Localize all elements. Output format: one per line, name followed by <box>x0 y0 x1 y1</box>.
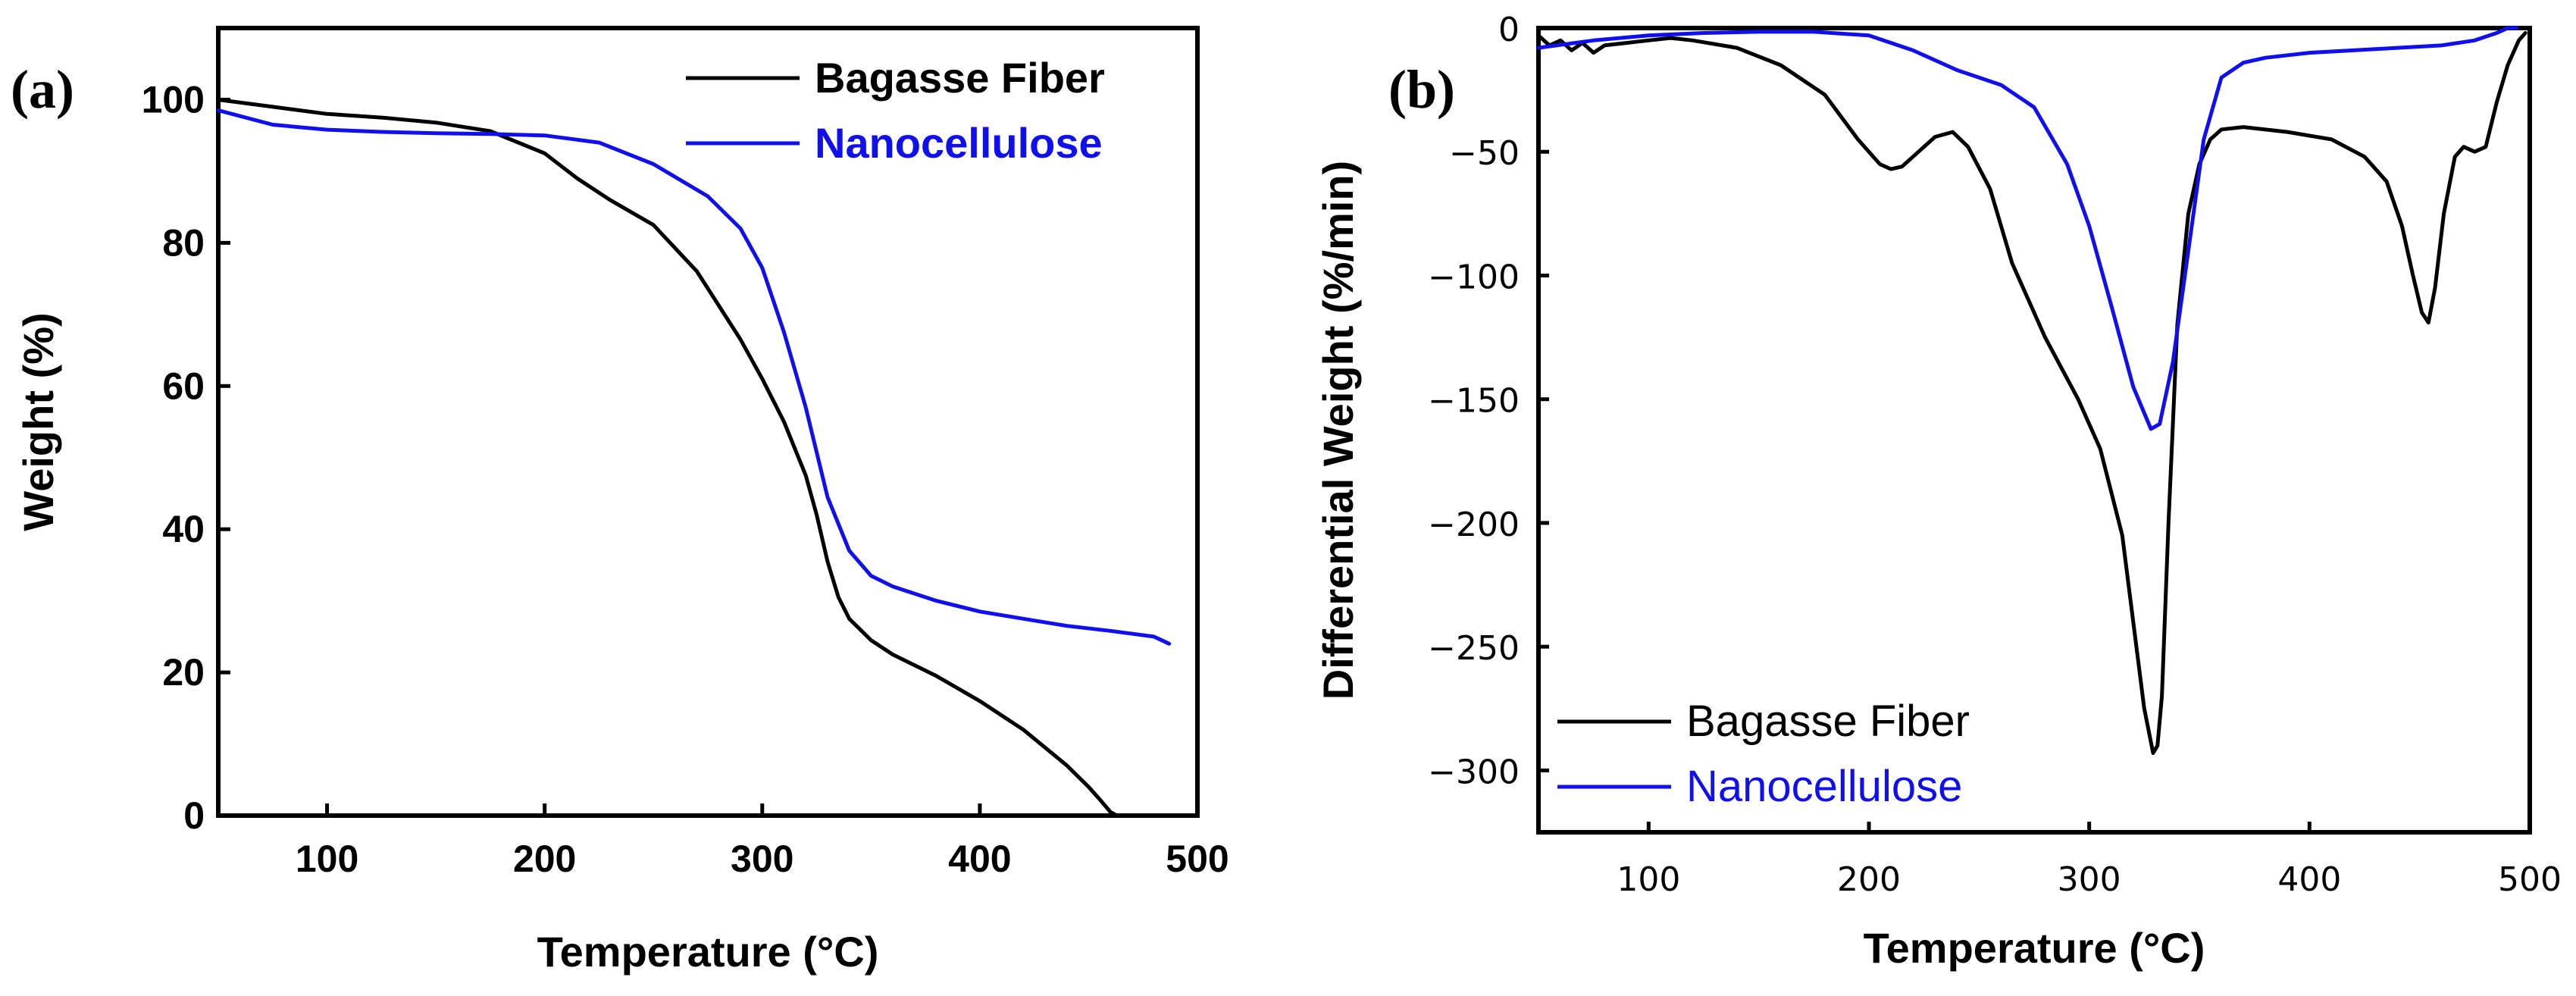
legend: Bagasse Fiber Nanocellulose <box>686 54 1105 167</box>
legend-label: Nanocellulose <box>815 119 1103 167</box>
y-tick-label: 100 <box>142 78 205 121</box>
y-tick-label: −300 <box>1428 753 1520 791</box>
x-axis-label: Temperature (°C) <box>1864 924 2205 972</box>
x-tick-label: 400 <box>948 838 1011 880</box>
y-tick-label: −50 <box>1449 134 1520 173</box>
panel-label: (b) <box>1388 59 1455 120</box>
y-tick-label: 20 <box>162 651 205 694</box>
y-tick-label: 60 <box>162 365 205 407</box>
x-tick-label: 500 <box>1166 838 1229 880</box>
y-tick-label: −250 <box>1428 629 1520 668</box>
x-axis-label: Temperature (°C) <box>537 928 879 976</box>
x-tick-label: 100 <box>296 838 358 880</box>
panel-label: (a) <box>11 59 74 120</box>
x-tick-label: 100 <box>1617 860 1680 899</box>
x-tick-label: 200 <box>1837 860 1901 899</box>
y-tick-label: 0 <box>183 794 205 837</box>
legend: Bagasse Fiber Nanocellulose <box>1557 697 1970 811</box>
y-axis-label: Weight (%) <box>14 312 62 531</box>
x-tick-label: 300 <box>2058 860 2121 899</box>
x-tick-label: 300 <box>731 838 793 880</box>
y-tick-label: 80 <box>162 221 205 264</box>
y-axis-label: Differential Weight (%/min) <box>1314 161 1362 700</box>
plot-frame <box>216 26 1200 818</box>
plot-frame <box>1536 26 2532 835</box>
x-tick-label: 500 <box>2498 860 2562 899</box>
y-tick-label: 0 <box>1498 11 1520 49</box>
legend-label: Nanocellulose <box>1686 762 1962 811</box>
y-tick-label: 40 <box>162 508 205 550</box>
y-tick-label: −100 <box>1428 258 1520 296</box>
x-tick-label: 400 <box>2277 860 2341 899</box>
panel-a: 100 200 300 400 500 0 20 40 60 80 100 Temperature (… <box>11 26 1229 976</box>
y-tick-label: −150 <box>1428 382 1520 421</box>
legend-label: Bagasse Fiber <box>1686 697 1970 746</box>
legend-label: Bagasse Fiber <box>815 54 1105 102</box>
x-tick-label: 200 <box>513 838 576 880</box>
series-line-bagasse-fiber <box>216 98 1119 818</box>
panel-b: 100 200 300 400 500 0 −50 −100 −150 −200 −250 −300 T… <box>1314 11 2562 972</box>
series-line-nanocellulose <box>1536 26 2519 431</box>
series-line-bagasse-fiber <box>1536 31 2527 755</box>
y-tick-label: −200 <box>1428 506 1520 544</box>
series-line-nanocellulose <box>216 108 1172 646</box>
